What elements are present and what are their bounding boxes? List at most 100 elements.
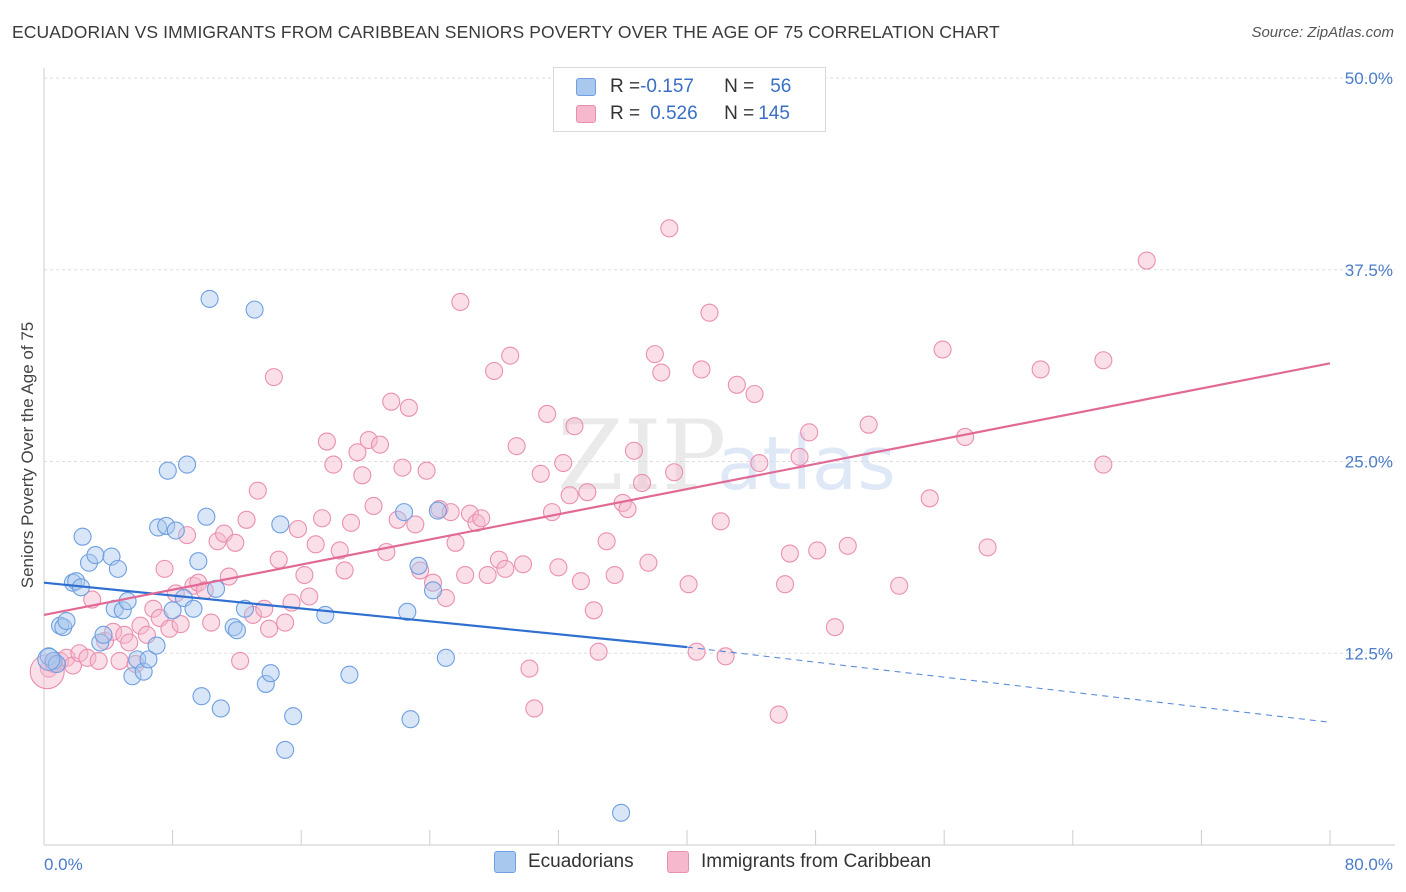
point-caribbean	[202, 613, 221, 632]
point-ecuadorian	[94, 625, 113, 644]
point-caribbean	[750, 453, 769, 473]
point-ecuadorian	[139, 650, 158, 669]
trend-line-ecuadorians-extension	[686, 646, 1331, 723]
gridlines	[44, 77, 1395, 654]
point-caribbean	[255, 599, 274, 618]
point-caribbean	[560, 486, 579, 505]
point-caribbean	[313, 509, 332, 528]
point-caribbean	[300, 587, 319, 606]
y-tick-label: 12.5%	[1345, 644, 1393, 663]
point-ecuadorian	[224, 618, 243, 637]
legend-swatch-pink	[576, 105, 596, 123]
bottom-legend-ecuadorians: Ecuadorians	[494, 851, 634, 873]
point-caribbean	[231, 651, 250, 670]
point-caribbean	[451, 292, 470, 312]
point-caribbean	[417, 461, 436, 480]
point-caribbean	[1137, 251, 1156, 270]
point-caribbean	[288, 519, 308, 539]
point-caribbean	[571, 572, 590, 591]
point-ecuadorian	[211, 699, 230, 718]
point-caribbean	[639, 553, 658, 572]
point-caribbean	[259, 619, 279, 638]
point-ecuadorian	[192, 687, 211, 706]
point-caribbean	[406, 515, 425, 534]
point-caribbean	[838, 536, 857, 555]
point-caribbean	[460, 504, 480, 523]
point-ecuadorian	[284, 707, 303, 726]
bottom-legend-label-ecuadorians: Ecuadorians	[528, 851, 634, 872]
point-caribbean	[317, 432, 336, 451]
point-ecuadorian	[113, 601, 132, 620]
bottom-legend-caribbean: Immigrants from Caribbean	[667, 851, 931, 873]
point-ecuadorian	[395, 503, 414, 522]
point-caribbean	[531, 464, 550, 483]
point-caribbean	[330, 541, 349, 560]
legend-r-label: R =	[610, 103, 641, 124]
chart-title: ECUADORIAN VS IMMIGRANTS FROM CARIBBEAN …	[12, 22, 1000, 42]
point-caribbean	[478, 565, 497, 585]
point-caribbean	[554, 453, 573, 473]
legend-r-value: -0.157	[640, 76, 694, 97]
point-caribbean	[348, 443, 367, 462]
trend-line-caribbean	[43, 362, 1331, 616]
x-tick-label: 80.0%	[1345, 855, 1393, 874]
point-ecuadorian	[184, 599, 203, 618]
y-tick-label: 25.0%	[1345, 453, 1393, 472]
point-caribbean	[341, 513, 361, 532]
point-caribbean	[632, 473, 652, 493]
point-caribbean	[485, 361, 504, 381]
point-caribbean	[679, 575, 698, 594]
bottom-legend-label-caribbean: Immigrants from Caribbean	[701, 851, 932, 872]
point-caribbean	[264, 368, 283, 387]
series-caribbean	[29, 219, 1156, 724]
trend-lines	[43, 362, 1331, 723]
point-caribbean	[716, 647, 735, 666]
source-label: Source: ZipAtlas.com	[1251, 24, 1394, 41]
watermark: ZIP atlas	[557, 400, 896, 512]
y-tick-label: 50.0%	[1345, 69, 1393, 88]
point-ecuadorian	[428, 501, 447, 520]
point-caribbean	[700, 303, 719, 322]
point-caribbean	[808, 541, 827, 560]
legend-n-label: N =	[724, 76, 755, 97]
point-caribbean	[825, 618, 844, 637]
axes	[43, 68, 1395, 846]
point-caribbean	[178, 526, 197, 545]
point-ecuadorian	[157, 516, 176, 535]
legend-n-value: 56	[770, 76, 792, 97]
point-caribbean	[597, 532, 616, 551]
point-caribbean	[110, 651, 129, 670]
point-caribbean	[1094, 351, 1113, 370]
point-caribbean	[446, 533, 465, 552]
point-caribbean	[578, 483, 597, 502]
point-caribbean	[269, 550, 288, 569]
point-ecuadorian	[86, 546, 105, 565]
point-caribbean	[711, 512, 730, 531]
point-caribbean	[359, 430, 378, 450]
point-ecuadorian	[79, 553, 99, 572]
point-ecuadorian	[47, 654, 66, 674]
point-caribbean	[276, 613, 295, 632]
point-caribbean	[171, 615, 190, 634]
point-caribbean	[565, 417, 584, 436]
point-caribbean	[589, 642, 608, 661]
point-caribbean	[399, 398, 418, 417]
point-caribbean	[507, 437, 526, 456]
legend-n-value: 145	[758, 103, 790, 124]
bottom-legend-swatch-blue	[494, 851, 516, 873]
point-caribbean	[605, 565, 624, 585]
point-ecuadorian	[235, 599, 254, 618]
point-caribbean	[1031, 360, 1050, 379]
point-ecuadorian-cluster	[37, 647, 61, 671]
point-caribbean	[687, 642, 706, 661]
point-ecuadorian	[51, 616, 70, 635]
point-caribbean	[665, 463, 684, 482]
point-caribbean	[890, 576, 909, 595]
point-caribbean	[1094, 455, 1113, 474]
point-ecuadorian	[166, 521, 185, 540]
point-caribbean	[388, 510, 407, 529]
point-ecuadorian	[197, 507, 216, 526]
point-ecuadorian	[271, 515, 290, 534]
point-caribbean	[120, 633, 139, 652]
